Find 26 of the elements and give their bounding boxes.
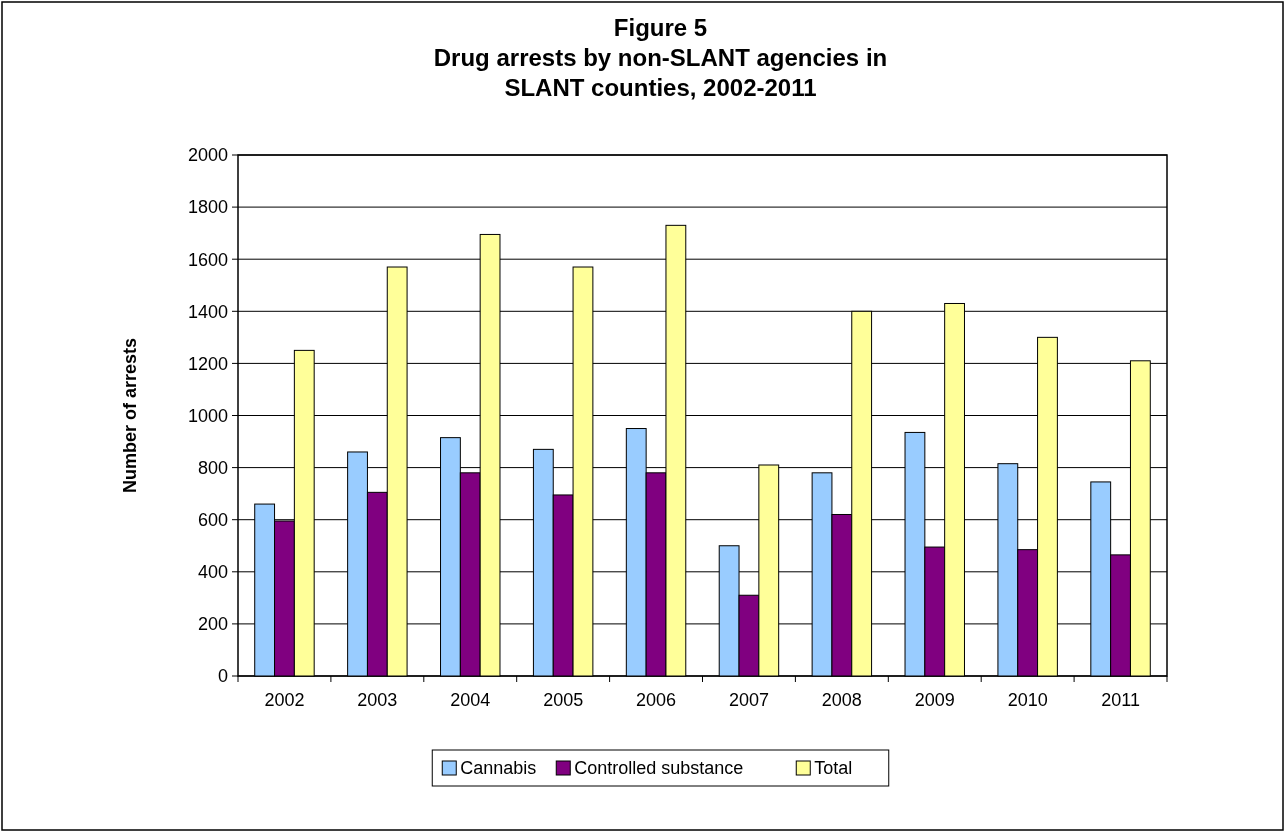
y-tick-label: 1800 [187,197,228,218]
y-tick-label: 0 [217,666,228,687]
y-axis-title: Number of arrests [120,337,140,494]
chart-title: Figure 5 Drug arrests by non-SLANT agencies in SLANT counties, 2002-2011 [433,14,888,101]
x-tick-label: 2011 [1101,690,1140,710]
y-tick-label: 400 [197,562,228,583]
y-tick-label: 2000 [187,145,228,166]
x-tick-label: 2003 [357,690,398,710]
x-tick-label: 2002 [264,690,305,710]
legend-label: Controlled substance [574,758,744,779]
x-tick-label: 2006 [636,690,677,710]
x-tick-label: 2007 [728,690,769,710]
y-tick-label: 800 [197,457,228,478]
legend-label: Cannabis [460,758,537,779]
y-tick-label: 1400 [187,301,228,322]
x-tick-label: 2005 [543,690,584,710]
y-tick-label: 1000 [187,405,228,426]
x-tick-label: 2008 [821,690,862,710]
x-tick-label: 2004 [450,690,491,710]
y-tick-label: 1200 [187,353,228,374]
legend-label: Total [814,758,853,779]
y-tick-label: 1600 [187,249,228,270]
y-tick-label: 600 [197,510,228,530]
y-tick-label: 200 [197,614,228,635]
x-tick-label: 2009 [914,690,955,710]
x-tick-label: 2010 [1007,690,1048,710]
